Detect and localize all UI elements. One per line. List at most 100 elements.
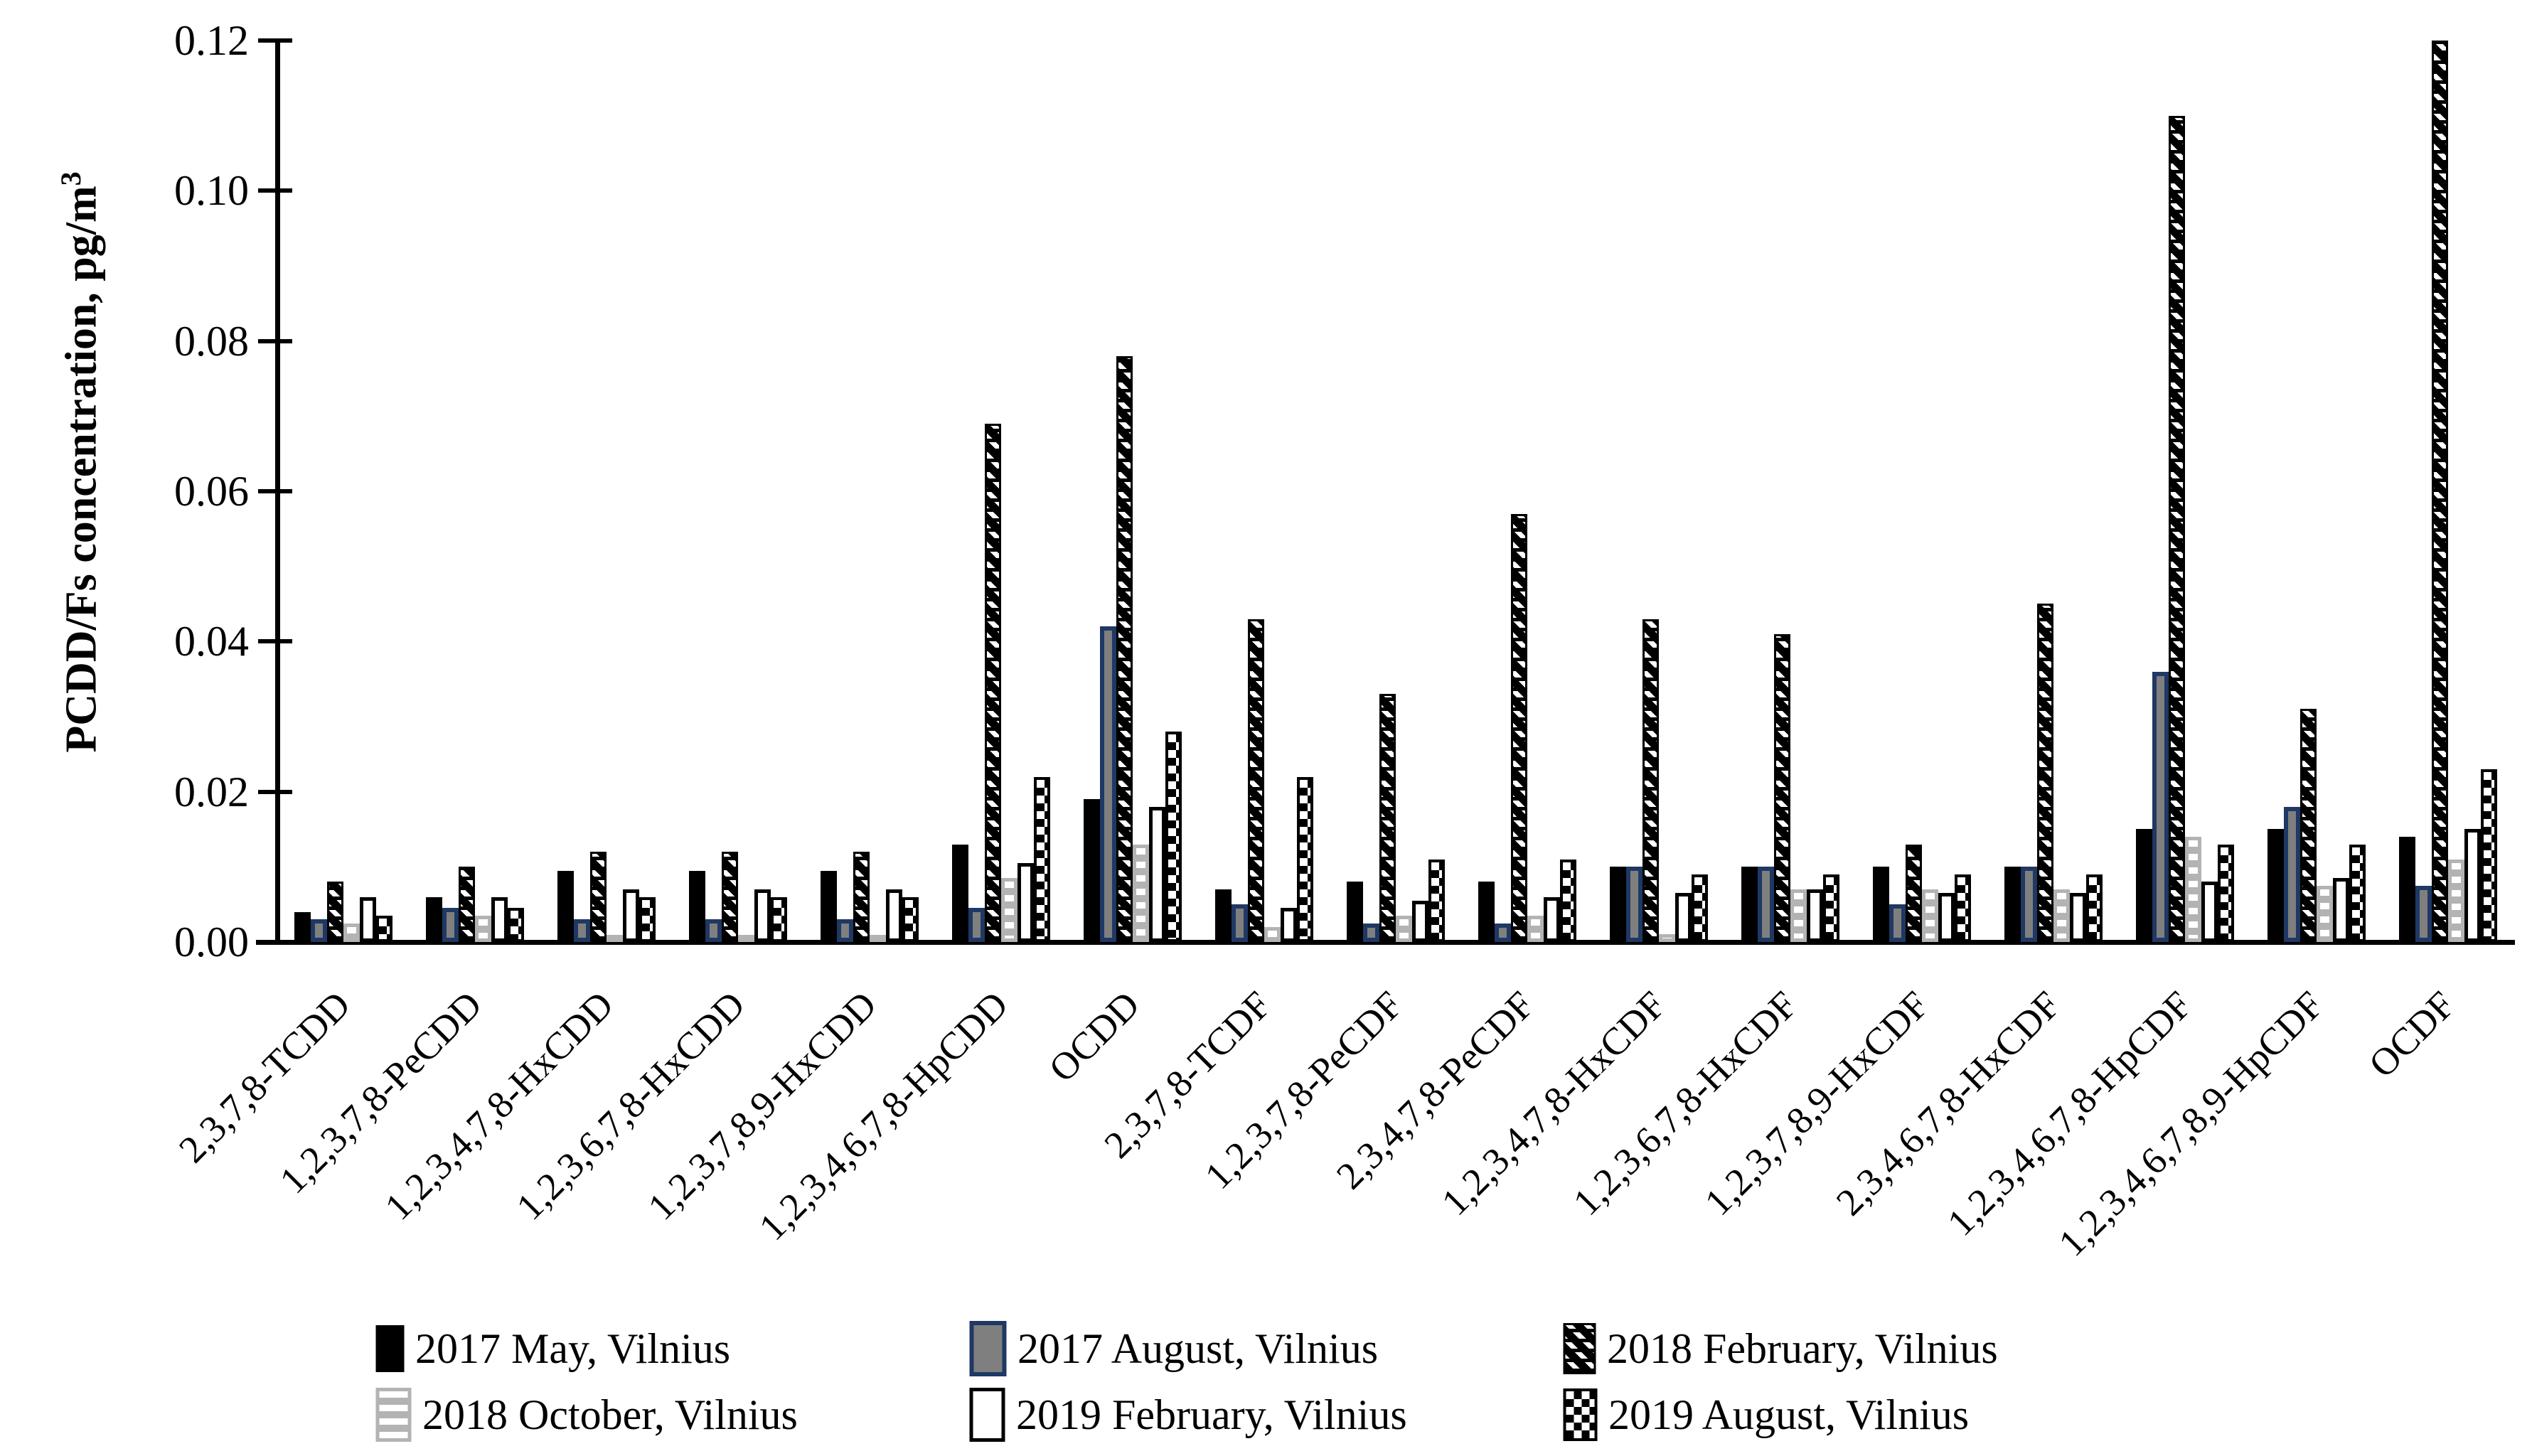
bar-group [277,41,409,942]
bar-group [935,41,1067,942]
bar-group [1724,41,1856,942]
bar-group [672,41,803,942]
bar [2299,709,2317,942]
bar [1691,874,1708,942]
bar [770,897,787,942]
bar [1000,878,1017,942]
legend-swatch-solid-black-icon [375,1325,404,1372]
bar [1264,927,1281,942]
bar [1872,867,1889,942]
bar [2267,829,2284,942]
bar [442,908,459,942]
legend-label: 2019 August, Vilnius [1608,1391,1970,1438]
y-tick-label: 0.02 [174,768,249,815]
legend-item: 2018 February, Vilnius [1563,1321,2157,1376]
bar [2480,769,2497,942]
bar [458,867,475,942]
bar [2332,878,2349,942]
bar [1790,889,1807,942]
bar-group [1856,41,1987,942]
bar [557,871,574,942]
bar [1132,845,1149,942]
y-tick-label: 0.10 [174,167,249,215]
bar [2152,672,2169,942]
legend-swatch-gray-horizontal-stripe-icon [375,1388,411,1442]
bar [1280,908,1297,942]
bar-group [409,41,540,942]
bar [951,845,968,942]
y-tick-mark [258,188,292,193]
y-tick-mark [258,639,292,644]
bar [1428,860,1445,942]
y-tick-label: 0.08 [174,317,249,365]
y-tick-label: 0.06 [174,468,249,515]
bar-group [2382,41,2514,942]
legend-label: 2019 February, Vilnius [1016,1391,1407,1438]
bar [1017,863,1034,942]
bar [737,935,754,942]
bar [2053,889,2070,942]
bar [1296,777,1313,942]
legend-swatch-gray-navy-border-icon [969,1321,1006,1376]
y-tick-label: 0.04 [174,618,249,665]
bar [1674,893,1692,942]
legend-label: 2017 May, Vilnius [415,1325,731,1372]
bar [1773,634,1790,942]
bar [310,919,327,942]
y-tick-mark [258,38,292,43]
bar [589,852,607,942]
bar [2004,867,2021,942]
bar [1741,867,1758,942]
bar [1033,777,1050,942]
bar-group [1987,41,2119,942]
bar-group [2250,41,2382,942]
legend-item: 2019 August, Vilnius [1563,1388,2157,1442]
legend-swatch-black-white-check-icon [1563,1388,1597,1441]
bar [326,882,343,942]
bar [885,889,902,942]
bar [2168,116,2185,942]
bar [343,924,360,942]
bar [1379,694,1396,942]
bar [1411,901,1428,942]
legend-item: 2017 May, Vilnius [375,1321,969,1376]
bar [984,424,1001,942]
bar [1905,845,1922,942]
bar [1494,924,1511,942]
bar [1889,904,1906,942]
bar-group [540,41,672,942]
bar [754,889,771,942]
bar [606,935,623,942]
bar-group [1198,41,1330,942]
bar [1642,619,1659,942]
bar [2316,886,2333,942]
y-tick-mark [258,789,292,794]
bar [1083,799,1100,942]
legend-swatch-white-black-border-icon [969,1388,1005,1442]
legend-item: 2018 October, Vilnius [375,1388,969,1442]
bar [1247,619,1264,942]
legend-swatch-black-diagonal-dash-icon [1563,1323,1596,1374]
bar [1099,626,1116,942]
bar [721,852,738,942]
plot-area [277,41,2514,942]
bar [1625,867,1642,942]
bar [359,897,376,942]
bar [639,897,656,942]
bar [1116,356,1133,942]
bar [853,852,870,942]
bar-group [1593,41,1724,942]
bar [2415,886,2432,942]
bar [2431,41,2448,942]
bar [2464,829,2481,942]
legend-item: 2017 August, Vilnius [969,1321,1563,1376]
bar [1231,904,1248,942]
bar-group [2119,41,2250,942]
y-tick-mark [258,338,292,343]
legend-label: 2018 February, Vilnius [1607,1325,1998,1372]
legend-label: 2018 October, Vilnius [422,1391,798,1438]
bar [2135,829,2152,942]
bar [2217,845,2234,942]
bar-group [1461,41,1593,942]
